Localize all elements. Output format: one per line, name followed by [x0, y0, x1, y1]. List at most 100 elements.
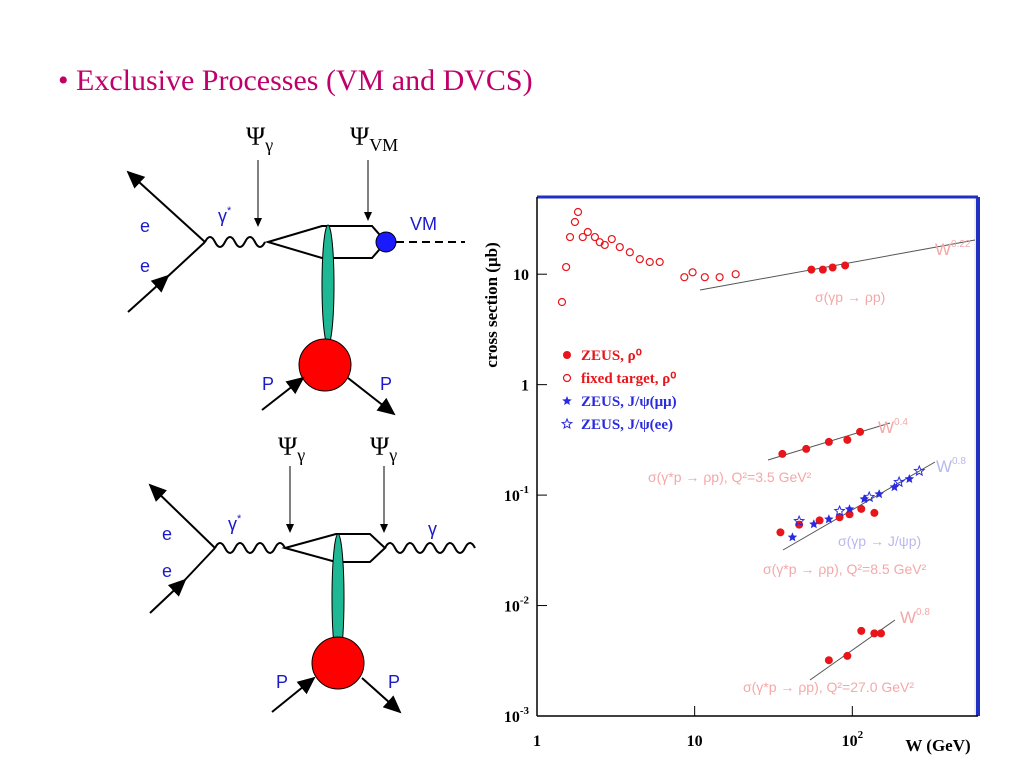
- point: [824, 514, 834, 524]
- particle-label: e: [162, 561, 172, 581]
- point: [573, 207, 583, 217]
- point: [645, 257, 654, 267]
- legend-label: ZEUS, J/ψ(ee): [581, 417, 673, 433]
- point: [843, 651, 852, 660]
- point: [833, 504, 846, 517]
- annotation-sup: 0.8: [952, 456, 966, 467]
- point: [578, 232, 587, 242]
- annotation: σ(γp → ρp): [815, 289, 885, 305]
- psi-main: Ψ: [278, 432, 298, 461]
- psi-label: ΨVM: [350, 122, 398, 155]
- photon-label: γ*: [228, 513, 242, 534]
- point: [815, 516, 824, 525]
- point: [562, 262, 571, 272]
- tick-label: 10-1: [504, 484, 529, 505]
- particle-label: P: [388, 672, 400, 692]
- tick-label-base: 10: [504, 599, 520, 616]
- particle-label: e: [162, 524, 172, 544]
- point: [828, 263, 837, 272]
- tick-label-exp: -2: [520, 595, 530, 607]
- photon-star: *: [237, 513, 242, 525]
- bullet: • Exclusive Processes (VM and DVCS): [58, 64, 533, 97]
- diagram-vm: [126, 160, 465, 416]
- annotation-sup: 0.8: [916, 607, 930, 618]
- point: [870, 508, 879, 517]
- point: [570, 217, 580, 227]
- photon-label: γ*: [218, 205, 232, 226]
- point: [776, 528, 785, 537]
- point: [778, 449, 787, 458]
- plot-area: [536, 196, 976, 717]
- annotations: W0.22 σ(γp → ρp) W0.4 σ(γ*p → ρp), Q²=3.…: [648, 239, 971, 695]
- annotation-text: W: [878, 418, 894, 437]
- annotation-text: W: [936, 457, 952, 476]
- psi-label: Ψγ: [370, 432, 397, 465]
- point: [600, 240, 609, 250]
- point: [807, 265, 816, 274]
- annotation: W0.22: [935, 239, 971, 259]
- outgoing-label: γ: [428, 519, 437, 539]
- point: [615, 242, 624, 252]
- particle-label: e: [140, 256, 150, 276]
- outgoing-label: VM: [410, 214, 437, 234]
- point: [809, 519, 819, 529]
- point: [824, 656, 833, 665]
- tick-label-base: 10: [504, 709, 520, 726]
- annotation-sup: 0.22: [951, 239, 971, 250]
- tick-label-base: 10: [504, 488, 520, 505]
- tick-label-base: 10: [842, 733, 858, 750]
- tick-label: 1: [521, 378, 529, 395]
- annotation: W0.8: [936, 456, 966, 476]
- photon-symbol: γ: [228, 514, 237, 534]
- point: [835, 513, 844, 522]
- point: [688, 268, 697, 277]
- point: [876, 629, 885, 638]
- particle-label: P: [276, 672, 288, 692]
- psi-main: Ψ: [246, 122, 266, 151]
- psi-label: Ψγ: [278, 432, 305, 465]
- point: [635, 255, 644, 264]
- psi-main: Ψ: [370, 432, 390, 461]
- legend-label: fixed target, ρ⁰: [581, 371, 676, 387]
- annotation: W0.4: [878, 417, 908, 437]
- photon-star: *: [227, 205, 232, 217]
- tick-label-exp: 2: [858, 729, 864, 741]
- annotation: σ(γ*p → ρp), Q²=3.5 GeV²: [648, 469, 812, 485]
- point: [843, 435, 852, 444]
- tick-label: 10-2: [504, 595, 530, 616]
- point: [870, 629, 879, 638]
- point: [856, 427, 865, 436]
- diagram-dvcs: [148, 466, 476, 714]
- annotation: σ(γp → J/ψp): [838, 533, 921, 549]
- point: [893, 475, 906, 488]
- tick-label: 102: [842, 729, 864, 750]
- tick-label: 1: [533, 733, 541, 750]
- tick-label: 10: [513, 267, 529, 284]
- point: [841, 261, 850, 270]
- point: [913, 464, 926, 477]
- point: [557, 297, 567, 307]
- point: [904, 474, 915, 483]
- point: [680, 273, 689, 282]
- point: [889, 482, 900, 492]
- psi-sub: VM: [369, 135, 398, 155]
- legend-label: ZEUS, ρ⁰: [581, 348, 642, 364]
- point: [857, 626, 866, 635]
- particle-label: e: [140, 216, 150, 236]
- point: [700, 273, 709, 282]
- annotation-text: W: [900, 608, 916, 627]
- legend-marker: [562, 373, 572, 383]
- x-axis-label: W (GeV): [905, 736, 970, 755]
- photon-symbol: γ: [218, 206, 227, 226]
- legend-marker: [560, 417, 574, 430]
- point: [590, 232, 600, 242]
- tick-label: 10-3: [504, 705, 530, 726]
- point: [824, 437, 833, 446]
- annotation: σ(γ*p → ρp), Q²=27.0 GeV²: [743, 679, 914, 695]
- annotation: W0.8: [900, 607, 930, 627]
- particle-label: P: [380, 374, 392, 394]
- psi-sub: γ: [296, 445, 305, 465]
- point: [844, 504, 855, 514]
- psi-sub: γ: [388, 445, 397, 465]
- point: [583, 227, 592, 237]
